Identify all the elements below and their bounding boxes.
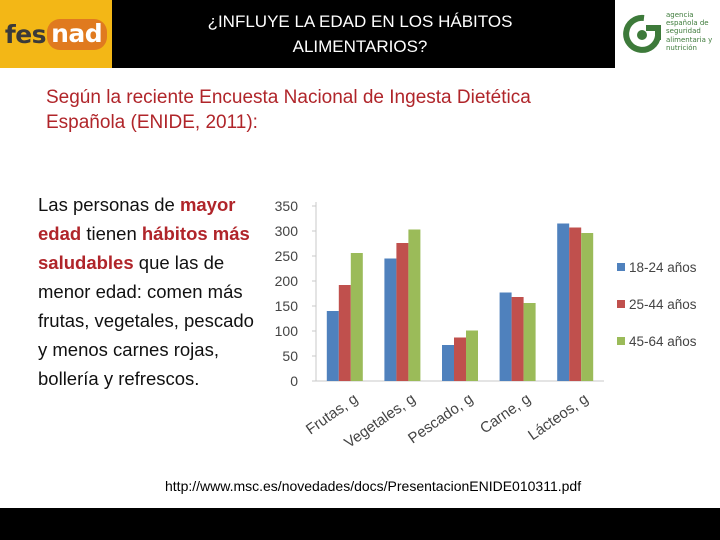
body-text-2: tienen bbox=[81, 223, 142, 244]
title-line-2: ALIMENTARIOS? bbox=[292, 37, 428, 56]
legend-label: 25-44 años bbox=[629, 297, 697, 312]
bar bbox=[384, 258, 397, 381]
agency-logo: agencia española de seguridad alimentari… bbox=[622, 8, 717, 60]
agency-line-2: española de bbox=[666, 19, 709, 28]
agency-line-1: agencia bbox=[666, 11, 694, 19]
fesnad-logo: fes nad bbox=[0, 0, 112, 68]
bar bbox=[454, 337, 466, 381]
subtitle-line-1: Según la reciente Encuesta Nacional de I… bbox=[46, 87, 531, 108]
body-text-3: que las de menor edad: comen más frutas,… bbox=[38, 252, 254, 389]
y-tick-label: 100 bbox=[275, 323, 299, 339]
bar bbox=[350, 253, 363, 381]
title-line-1: ¿INFLUYE LA EDAD EN LOS HÁBITOS bbox=[207, 12, 513, 31]
bar bbox=[499, 292, 512, 381]
bar bbox=[326, 311, 339, 381]
y-tick-label: 200 bbox=[275, 273, 299, 289]
legend-swatch bbox=[617, 263, 625, 271]
legend-label: 45-64 años bbox=[629, 334, 697, 349]
bar bbox=[557, 223, 570, 381]
x-tick-label: Pescado, g bbox=[405, 390, 476, 447]
bar bbox=[511, 297, 524, 381]
bottom-bar bbox=[0, 508, 720, 540]
legend-swatch bbox=[617, 300, 625, 308]
legend-label: 18-24 años bbox=[629, 260, 697, 275]
y-tick-label: 150 bbox=[275, 298, 299, 314]
body-highlight-1: mayor edad bbox=[38, 194, 236, 244]
subtitle: Según la reciente Encuesta Nacional de I… bbox=[46, 85, 646, 135]
y-tick-label: 50 bbox=[282, 348, 298, 364]
y-tick-label: 300 bbox=[275, 223, 299, 239]
logo-prefix: fes bbox=[4, 19, 47, 49]
agency-line-4: alimentaria y bbox=[666, 35, 713, 44]
agency-logo-icon bbox=[623, 14, 661, 53]
y-tick-label: 350 bbox=[275, 198, 299, 214]
bar bbox=[569, 227, 582, 381]
body-text-1: Las personas de bbox=[38, 194, 180, 215]
bar bbox=[466, 330, 478, 381]
agency-line-5: nutrición bbox=[666, 43, 697, 52]
source-link[interactable]: http://www.msc.es/novedades/docs/Present… bbox=[165, 478, 582, 494]
subtitle-line-2: Española (ENIDE, 2011): bbox=[46, 112, 258, 133]
bar bbox=[442, 345, 454, 381]
legend-swatch bbox=[617, 337, 625, 345]
bar bbox=[338, 285, 351, 381]
page-title: ¿INFLUYE LA EDAD EN LOS HÁBITOS ALIMENTA… bbox=[150, 9, 570, 59]
bar bbox=[408, 229, 421, 381]
bar bbox=[396, 243, 409, 381]
y-tick-label: 0 bbox=[290, 373, 298, 389]
bar bbox=[581, 233, 594, 381]
logo-suffix: nad bbox=[47, 18, 108, 50]
x-tick-label: Lácteos, g bbox=[525, 390, 591, 444]
body-paragraph: Las personas de mayor edad tienen hábito… bbox=[38, 190, 263, 393]
agency-line-3: seguridad bbox=[666, 27, 701, 36]
bar bbox=[523, 303, 536, 381]
y-tick-label: 250 bbox=[275, 248, 299, 264]
body-highlight-2: hábitos más saludables bbox=[38, 223, 250, 273]
